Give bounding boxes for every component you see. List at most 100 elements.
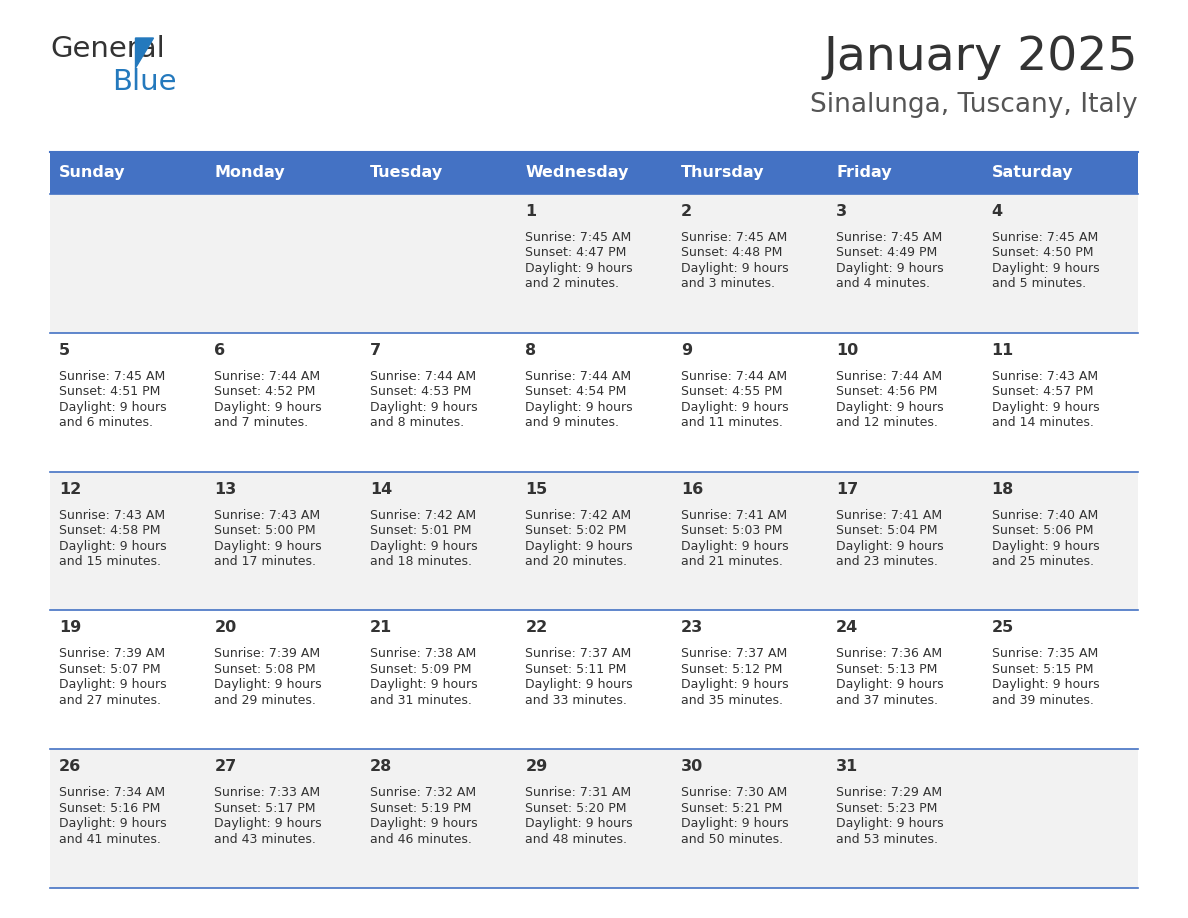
Text: Sunrise: 7:35 AM: Sunrise: 7:35 AM — [992, 647, 1098, 660]
Text: and 8 minutes.: and 8 minutes. — [369, 416, 465, 430]
Text: Sunrise: 7:41 AM: Sunrise: 7:41 AM — [836, 509, 942, 521]
Text: Daylight: 9 hours: Daylight: 9 hours — [214, 817, 322, 830]
Text: Sunset: 5:23 PM: Sunset: 5:23 PM — [836, 801, 937, 814]
Text: Sunrise: 7:44 AM: Sunrise: 7:44 AM — [214, 370, 321, 383]
Text: Sunset: 5:11 PM: Sunset: 5:11 PM — [525, 663, 626, 676]
Text: Sunrise: 7:42 AM: Sunrise: 7:42 AM — [369, 509, 476, 521]
Text: Sunrise: 7:32 AM: Sunrise: 7:32 AM — [369, 786, 476, 800]
Text: and 50 minutes.: and 50 minutes. — [681, 833, 783, 845]
Bar — [50, 610, 1138, 749]
Text: Sinalunga, Tuscany, Italy: Sinalunga, Tuscany, Italy — [810, 92, 1138, 118]
Text: Sunrise: 7:38 AM: Sunrise: 7:38 AM — [369, 647, 476, 660]
Text: Sunset: 4:49 PM: Sunset: 4:49 PM — [836, 247, 937, 260]
Text: Sunset: 5:01 PM: Sunset: 5:01 PM — [369, 524, 472, 537]
Text: and 41 minutes.: and 41 minutes. — [59, 833, 160, 845]
Bar — [50, 333, 1138, 472]
Text: 30: 30 — [681, 759, 703, 774]
Text: Sunset: 4:51 PM: Sunset: 4:51 PM — [59, 386, 160, 398]
Text: Daylight: 9 hours: Daylight: 9 hours — [836, 262, 943, 275]
Bar — [50, 472, 1138, 610]
Text: Sunrise: 7:29 AM: Sunrise: 7:29 AM — [836, 786, 942, 800]
Text: 23: 23 — [681, 621, 703, 635]
Text: and 43 minutes.: and 43 minutes. — [214, 833, 316, 845]
Text: Sunset: 4:50 PM: Sunset: 4:50 PM — [992, 247, 1093, 260]
Text: Sunset: 4:57 PM: Sunset: 4:57 PM — [992, 386, 1093, 398]
Text: Sunset: 5:09 PM: Sunset: 5:09 PM — [369, 663, 472, 676]
Text: and 46 minutes.: and 46 minutes. — [369, 833, 472, 845]
Text: Daylight: 9 hours: Daylight: 9 hours — [59, 401, 166, 414]
Text: and 39 minutes.: and 39 minutes. — [992, 694, 1093, 707]
Text: Daylight: 9 hours: Daylight: 9 hours — [992, 262, 1099, 275]
Text: Daylight: 9 hours: Daylight: 9 hours — [214, 401, 322, 414]
Text: Daylight: 9 hours: Daylight: 9 hours — [992, 540, 1099, 553]
Text: 26: 26 — [59, 759, 81, 774]
Text: Sunset: 5:16 PM: Sunset: 5:16 PM — [59, 801, 160, 814]
Text: Daylight: 9 hours: Daylight: 9 hours — [59, 678, 166, 691]
Text: Sunrise: 7:44 AM: Sunrise: 7:44 AM — [525, 370, 631, 383]
Text: and 5 minutes.: and 5 minutes. — [992, 277, 1086, 290]
Text: Daylight: 9 hours: Daylight: 9 hours — [525, 817, 633, 830]
Text: 2: 2 — [681, 204, 691, 219]
Text: Sunset: 4:52 PM: Sunset: 4:52 PM — [214, 386, 316, 398]
Text: Sunrise: 7:45 AM: Sunrise: 7:45 AM — [681, 231, 786, 244]
Text: Daylight: 9 hours: Daylight: 9 hours — [836, 817, 943, 830]
Text: 29: 29 — [525, 759, 548, 774]
Text: 8: 8 — [525, 342, 537, 358]
Text: Wednesday: Wednesday — [525, 165, 628, 181]
Text: Sunset: 4:54 PM: Sunset: 4:54 PM — [525, 386, 626, 398]
Text: 16: 16 — [681, 482, 703, 497]
Text: Sunset: 4:53 PM: Sunset: 4:53 PM — [369, 386, 472, 398]
Text: Sunset: 5:02 PM: Sunset: 5:02 PM — [525, 524, 627, 537]
Text: Sunset: 4:58 PM: Sunset: 4:58 PM — [59, 524, 160, 537]
Text: and 25 minutes.: and 25 minutes. — [992, 555, 1094, 568]
Text: Sunrise: 7:43 AM: Sunrise: 7:43 AM — [59, 509, 165, 521]
Text: Sunset: 5:21 PM: Sunset: 5:21 PM — [681, 801, 782, 814]
Text: Sunrise: 7:45 AM: Sunrise: 7:45 AM — [59, 370, 165, 383]
Text: Daylight: 9 hours: Daylight: 9 hours — [59, 817, 166, 830]
Text: Daylight: 9 hours: Daylight: 9 hours — [369, 540, 478, 553]
Text: 27: 27 — [214, 759, 236, 774]
Text: Friday: Friday — [836, 165, 892, 181]
Text: Daylight: 9 hours: Daylight: 9 hours — [525, 678, 633, 691]
Text: Sunrise: 7:40 AM: Sunrise: 7:40 AM — [992, 509, 1098, 521]
Text: Sunset: 5:04 PM: Sunset: 5:04 PM — [836, 524, 937, 537]
Text: Sunrise: 7:44 AM: Sunrise: 7:44 AM — [836, 370, 942, 383]
Text: Sunrise: 7:44 AM: Sunrise: 7:44 AM — [681, 370, 786, 383]
Text: Daylight: 9 hours: Daylight: 9 hours — [369, 678, 478, 691]
Text: 18: 18 — [992, 482, 1013, 497]
Bar — [50, 152, 1138, 194]
Text: Sunset: 5:12 PM: Sunset: 5:12 PM — [681, 663, 782, 676]
Text: and 31 minutes.: and 31 minutes. — [369, 694, 472, 707]
Text: 1: 1 — [525, 204, 537, 219]
Text: and 27 minutes.: and 27 minutes. — [59, 694, 162, 707]
Text: 14: 14 — [369, 482, 392, 497]
Text: Daylight: 9 hours: Daylight: 9 hours — [992, 678, 1099, 691]
Text: and 2 minutes.: and 2 minutes. — [525, 277, 619, 290]
Text: Daylight: 9 hours: Daylight: 9 hours — [214, 678, 322, 691]
Text: Sunset: 5:00 PM: Sunset: 5:00 PM — [214, 524, 316, 537]
Text: and 9 minutes.: and 9 minutes. — [525, 416, 619, 430]
Text: 7: 7 — [369, 342, 381, 358]
Text: 22: 22 — [525, 621, 548, 635]
Text: Daylight: 9 hours: Daylight: 9 hours — [369, 401, 478, 414]
Text: Daylight: 9 hours: Daylight: 9 hours — [681, 540, 789, 553]
Polygon shape — [135, 38, 153, 68]
Text: Sunrise: 7:41 AM: Sunrise: 7:41 AM — [681, 509, 786, 521]
Text: 17: 17 — [836, 482, 859, 497]
Text: 4: 4 — [992, 204, 1003, 219]
Text: Daylight: 9 hours: Daylight: 9 hours — [214, 540, 322, 553]
Text: Daylight: 9 hours: Daylight: 9 hours — [525, 401, 633, 414]
Text: Daylight: 9 hours: Daylight: 9 hours — [59, 540, 166, 553]
Bar — [50, 749, 1138, 888]
Text: Sunset: 4:55 PM: Sunset: 4:55 PM — [681, 386, 782, 398]
Text: Daylight: 9 hours: Daylight: 9 hours — [525, 540, 633, 553]
Text: 5: 5 — [59, 342, 70, 358]
Text: and 6 minutes.: and 6 minutes. — [59, 416, 153, 430]
Text: and 7 minutes.: and 7 minutes. — [214, 416, 309, 430]
Text: and 29 minutes.: and 29 minutes. — [214, 694, 316, 707]
Text: Sunrise: 7:45 AM: Sunrise: 7:45 AM — [525, 231, 632, 244]
Text: and 18 minutes.: and 18 minutes. — [369, 555, 472, 568]
Text: and 11 minutes.: and 11 minutes. — [681, 416, 783, 430]
Text: 28: 28 — [369, 759, 392, 774]
Text: and 3 minutes.: and 3 minutes. — [681, 277, 775, 290]
